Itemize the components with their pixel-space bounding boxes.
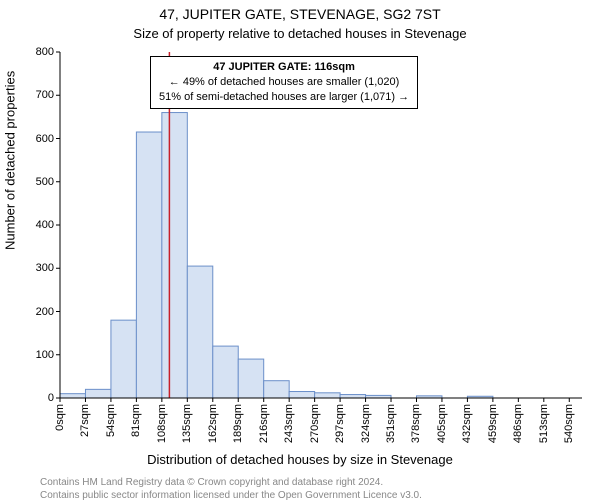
chart-container: 47, JUPITER GATE, STEVENAGE, SG2 7ST Siz… (0, 0, 600, 500)
x-tick-label: 108sqm (156, 404, 168, 443)
y-tick-label: 100 (36, 349, 54, 361)
x-tick-label: 162sqm (207, 404, 219, 443)
x-tick-label: 378sqm (410, 404, 422, 443)
chart-subtitle: Size of property relative to detached ho… (0, 26, 600, 41)
y-tick-label: 400 (36, 219, 54, 231)
y-tick-label: 800 (36, 46, 54, 58)
y-tick-label: 200 (36, 306, 54, 318)
x-tick-label: 216sqm (258, 404, 270, 443)
annotation-smaller: ← 49% of detached houses are smaller (1,… (159, 75, 409, 90)
x-tick-label: 54sqm (105, 404, 117, 437)
x-tick-label: 486sqm (512, 404, 524, 443)
x-tick-label: 513sqm (538, 404, 550, 443)
x-tick-label: 459sqm (487, 404, 499, 443)
y-axis-label: Number of detached properties (3, 71, 18, 250)
x-tick-label: 135sqm (181, 404, 193, 443)
x-tick-label: 432sqm (461, 404, 473, 443)
x-tick-label: 0sqm (54, 404, 66, 431)
annotation-larger: 51% of semi-detached houses are larger (… (159, 90, 409, 105)
x-tick-label: 540sqm (563, 404, 575, 443)
plot-area: 47 JUPITER GATE: 116sqm ← 49% of detache… (60, 52, 582, 398)
annotation-box: 47 JUPITER GATE: 116sqm ← 49% of detache… (150, 56, 418, 109)
x-tick-label: 351sqm (385, 404, 397, 443)
annotation-property: 47 JUPITER GATE: 116sqm (159, 60, 409, 75)
x-tick-label: 270sqm (309, 404, 321, 443)
copyright-text: Contains HM Land Registry data © Crown c… (40, 477, 422, 502)
x-tick-label: 324sqm (360, 404, 372, 443)
x-tick-label: 27sqm (79, 404, 91, 437)
y-tick-label: 500 (36, 176, 54, 188)
x-axis-label: Distribution of detached houses by size … (0, 452, 600, 467)
x-tick-label: 297sqm (334, 404, 346, 443)
x-tick-label: 405sqm (436, 404, 448, 443)
y-tick-label: 700 (36, 89, 54, 101)
y-tick-label: 600 (36, 133, 54, 145)
x-tick-label: 243sqm (283, 404, 295, 443)
y-tick-label: 0 (48, 392, 54, 404)
x-tick-label: 189sqm (232, 404, 244, 443)
y-tick-label: 300 (36, 262, 54, 274)
x-tick-label: 81sqm (130, 404, 142, 437)
chart-title: 47, JUPITER GATE, STEVENAGE, SG2 7ST (0, 6, 600, 22)
